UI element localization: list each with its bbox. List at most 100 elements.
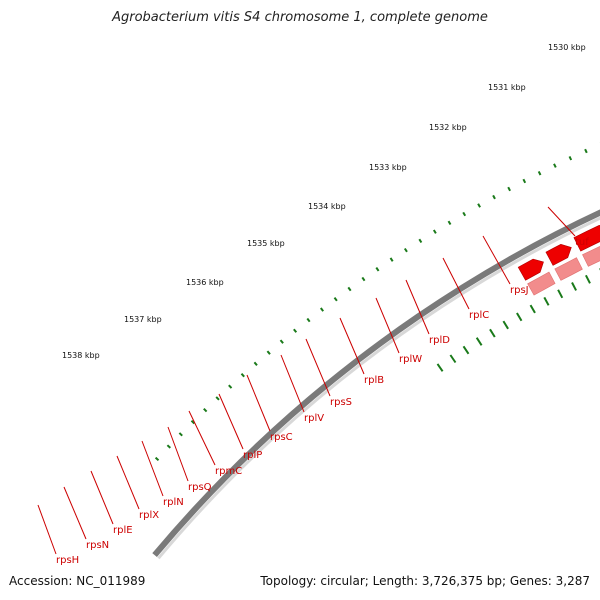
tick-mark [306, 317, 311, 323]
gene-leader-line [90, 470, 114, 525]
gene-leader-line [442, 257, 470, 310]
tick-mark [418, 238, 423, 244]
tick-mark [553, 163, 557, 168]
tick-mark [279, 339, 284, 344]
gene-leader-line [116, 455, 140, 510]
inner-tick-mark [436, 363, 444, 372]
inner-tick-mark [475, 337, 483, 346]
tick-mark [190, 420, 196, 425]
gene-leader-line [37, 504, 57, 555]
inner-tick-mark [449, 354, 457, 364]
gene-leader-line [482, 235, 511, 285]
inner-tick-mark [502, 320, 509, 330]
gene-label-rplB: rplB [364, 375, 384, 386]
inner-tick-mark [529, 304, 536, 314]
backbone-inner [157, 216, 600, 560]
tick-mark [215, 396, 220, 401]
gene-label-rplD: rplD [429, 335, 450, 346]
gene-arrow [573, 224, 600, 252]
tick-mark [492, 194, 496, 200]
kbp-label: 1537 kbp [124, 315, 162, 324]
tick-mark [537, 170, 542, 176]
tick-mark [266, 350, 271, 355]
gene-arrow [545, 243, 572, 266]
tick-mark [375, 267, 380, 272]
gene-labels: tufrpsJrplCrplDrplWrplBrpsSrplVrpsCrplPr… [37, 206, 589, 566]
tick-mark [432, 229, 437, 234]
tick-mark [253, 361, 258, 366]
tick-mark [319, 307, 325, 312]
tick-marks [154, 142, 600, 462]
kbp-label: 1532 kbp [429, 123, 467, 132]
inner-tick-marks [436, 268, 600, 372]
gene-leader-line [167, 426, 189, 482]
kbp-label: 1534 kbp [308, 202, 346, 211]
gene-shadow [582, 245, 600, 267]
gene-label-rpsJ: rpsJ [510, 285, 529, 296]
inner-tick-mark [516, 312, 523, 322]
inner-tick-mark [543, 296, 550, 306]
kbp-label: 1531 kbp [488, 83, 526, 92]
gene-leader-line [280, 354, 305, 413]
gene-label-rpsN: rpsN [86, 540, 109, 551]
gene-leader-line [246, 374, 271, 432]
gene-leader-line [547, 206, 576, 237]
gene-leader-line [141, 440, 164, 497]
inner-tick-mark [557, 289, 564, 299]
tick-mark [166, 444, 171, 449]
kbp-label: 1533 kbp [369, 163, 407, 172]
gene-label-rplV: rplV [304, 413, 324, 424]
gene-leader-line [305, 338, 331, 397]
tick-mark [447, 220, 452, 226]
gene-shadow [554, 257, 583, 281]
gene-label-rpsH: rpsH [56, 555, 79, 566]
accession-label: Accession: NC_011989 [9, 574, 146, 588]
inner-tick-mark [585, 274, 591, 284]
backbone-outer [152, 209, 600, 558]
gene-label-rpsQ: rpsQ [188, 482, 212, 493]
tick-mark [584, 148, 588, 154]
tick-mark [347, 286, 352, 292]
tick-mark [203, 408, 208, 413]
tick-mark [293, 328, 298, 333]
gene-label-rplC: rplC [469, 310, 489, 321]
gene-leader-line [339, 317, 365, 375]
kbp-label: 1538 kbp [62, 351, 100, 360]
tick-mark [403, 247, 408, 253]
tick-mark [178, 432, 183, 437]
tick-mark [522, 178, 527, 184]
gene-label-rplE: rplE [113, 525, 133, 536]
tick-mark [477, 203, 481, 208]
tick-mark [333, 297, 338, 302]
gene-label-tuf: tuf [575, 237, 589, 248]
tick-mark [154, 456, 160, 462]
gene-leader-line [63, 486, 87, 540]
tick-mark [240, 373, 245, 378]
tick-mark [568, 155, 573, 161]
tick-mark [507, 186, 511, 192]
inner-tick-mark [571, 282, 577, 291]
gene-leader-line [405, 279, 430, 335]
gene-label-rpsC: rpsC [270, 432, 293, 443]
tick-mark [228, 384, 233, 389]
gene-arrow [517, 258, 544, 281]
tick-mark [389, 257, 394, 262]
tick-mark [361, 276, 366, 282]
gene-label-rplX: rplX [139, 510, 159, 521]
gene-label-rpmC: rpmC [215, 466, 242, 477]
gene-leader-line [375, 297, 400, 354]
gene-leader-line [188, 410, 216, 466]
kbp-label: 1530 kbp [548, 43, 586, 52]
map-title: Agrobacterium vitis S4 chromosome 1, com… [112, 10, 488, 25]
kbp-labels: 1530 kbp 1531 kbp 1532 kbp 1533 kbp 1534 kbp… [62, 43, 586, 360]
genome-summary: Topology: circular; Length: 3,726,375 bp… [260, 574, 590, 588]
gene-shadow [527, 271, 556, 296]
kbp-label: 1536 kbp [186, 278, 224, 287]
gene-leader-line [218, 393, 244, 450]
tick-mark [462, 211, 467, 217]
gene-label-rplP: rplP [243, 450, 262, 461]
gene-arrows [517, 224, 600, 296]
backbone-ring [152, 209, 600, 560]
